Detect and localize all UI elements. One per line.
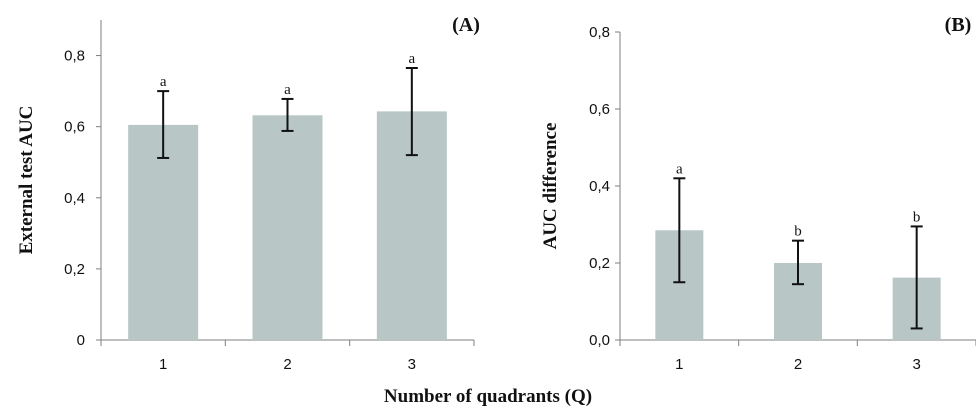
chart1-significance-letter: a: [408, 51, 415, 67]
chart2-significance-letter: b: [794, 224, 802, 240]
chart2-y-tick-label: 0,8: [589, 24, 610, 41]
chart2-y-tick-label: 0,6: [589, 101, 610, 118]
chart1-y-tick-label: 0: [77, 332, 85, 349]
shared-x-axis-label: Number of quadrants (Q): [384, 386, 592, 407]
chart2-x-tick-label: 2: [794, 356, 802, 373]
chart1-y-tick-label: 0,6: [64, 119, 85, 136]
chart2-y-tick-label: 0,4: [589, 178, 610, 195]
chart1-x-tick-label: 1: [159, 356, 167, 373]
chart2-significance-letter: b: [913, 209, 921, 225]
chart2-x-tick-label: 3: [912, 356, 920, 373]
panel-b: 0,0 0,2 0,4 0,6 0,8 a 1 b 2 b 3 AUC difference (B): [540, 14, 976, 373]
chart1-x-tick-label: 2: [283, 356, 291, 373]
chart2-y-tick-label: 0,0: [589, 332, 610, 349]
chart1-significance-letter: a: [160, 74, 167, 90]
chart1-y-axis-label: External test AUC: [16, 106, 37, 255]
chart1-panel-label: (A): [452, 14, 480, 36]
chart1-y-tick-label: 0,4: [64, 190, 85, 207]
chart2-panel-label: (B): [945, 14, 972, 36]
chart2-x-tick-label: 1: [675, 356, 683, 373]
chart1-x-tick-label: 3: [408, 356, 416, 373]
chart1-significance-letter: a: [284, 82, 291, 98]
chart1-y-tick-label: 0,2: [64, 261, 85, 278]
chart1-y-tick-label: 0,8: [64, 48, 85, 65]
chart1-bar: [128, 124, 199, 340]
chart2-y-tick-label: 0,2: [589, 255, 610, 272]
chart2-significance-letter: a: [676, 161, 683, 177]
chart2-y-axis-label: AUC difference: [540, 123, 561, 250]
chart1-bar: [252, 115, 323, 341]
panel-a: 0 0,2 0,4 0,6 0,8 a 1 a 2 a 3 External test AUC (A): [16, 14, 480, 373]
